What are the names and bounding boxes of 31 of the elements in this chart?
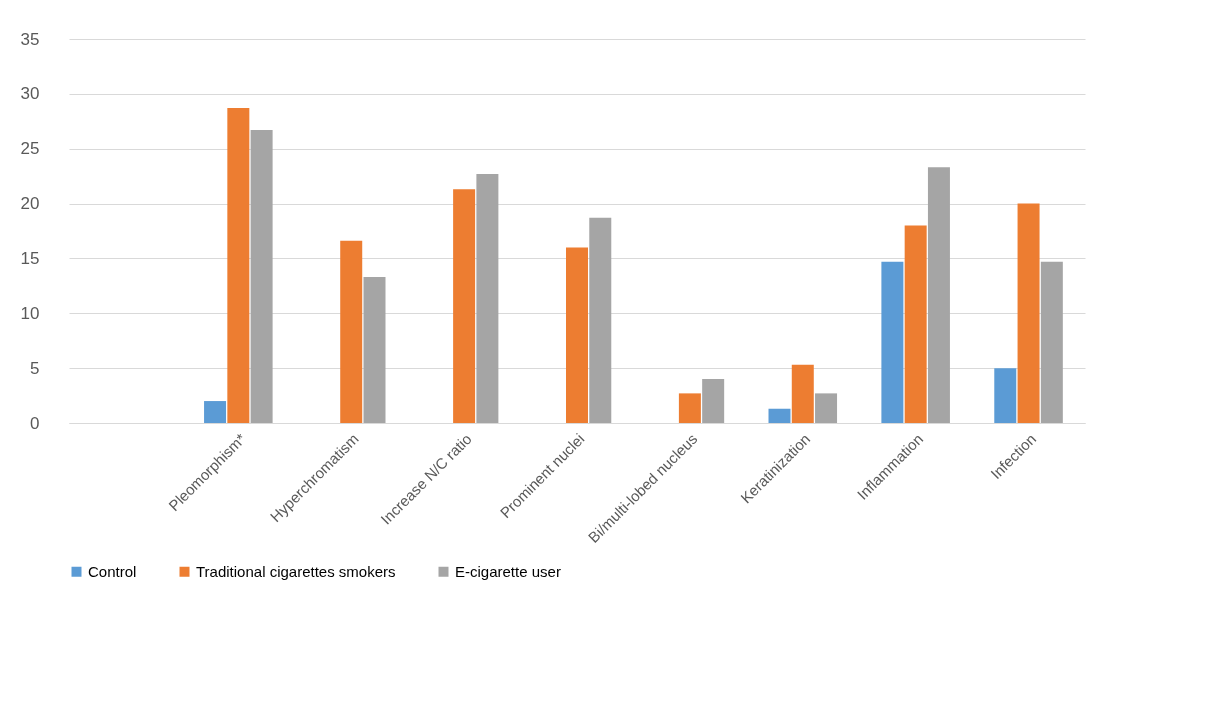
bar (1040, 261, 1063, 423)
bar (678, 393, 701, 423)
y-tick-label: 15 (20, 248, 40, 268)
y-tick-label: 10 (20, 303, 40, 323)
bar (476, 173, 499, 423)
legend-label: E-cigarette user (455, 562, 561, 580)
bar (791, 364, 814, 423)
bar (250, 130, 273, 423)
bar (340, 240, 363, 423)
bar (815, 393, 838, 423)
bar (363, 277, 386, 423)
y-tick-label: 0 (30, 413, 40, 433)
legend-label: Control (88, 562, 137, 580)
bar (881, 261, 904, 423)
legend-label: Traditional cigarettes smokers (196, 562, 396, 580)
bar (204, 401, 227, 423)
bar (589, 217, 612, 423)
bar (566, 247, 588, 423)
bar (904, 225, 927, 423)
y-tick-label: 30 (20, 84, 40, 104)
bar (227, 108, 250, 423)
y-tick-label: 20 (20, 194, 40, 214)
y-tick-label: 5 (30, 358, 40, 378)
bar (1017, 203, 1040, 423)
bar (702, 379, 725, 423)
bar (994, 368, 1017, 423)
y-tick-label: 35 (20, 29, 40, 49)
bar (768, 408, 791, 423)
bar (453, 189, 476, 423)
bar (927, 167, 950, 423)
y-tick-label: 25 (20, 139, 40, 159)
